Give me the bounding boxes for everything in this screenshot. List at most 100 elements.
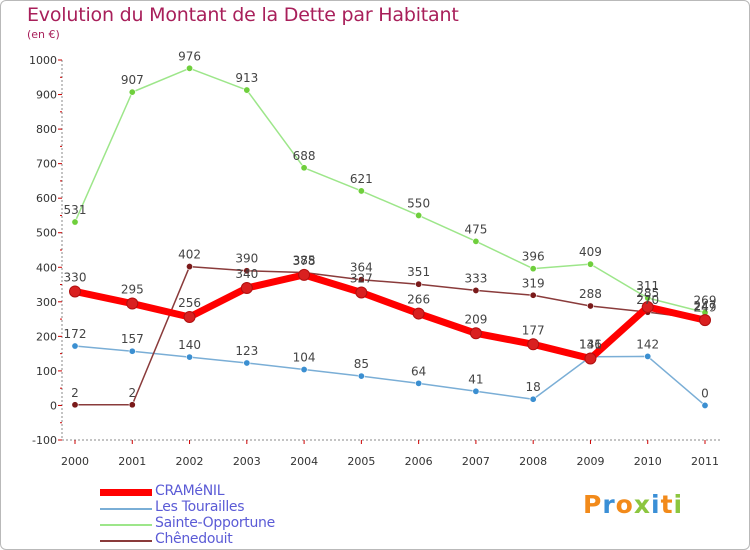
data-point <box>126 297 139 310</box>
data-point <box>469 327 482 340</box>
data-label: 409 <box>579 245 602 259</box>
data-point <box>243 86 251 94</box>
legend-swatch <box>100 540 152 542</box>
data-point <box>529 265 537 273</box>
data-point <box>357 276 365 284</box>
data-label: 311 <box>636 279 659 293</box>
y-tick-label: 600 <box>36 192 57 205</box>
data-point <box>71 401 79 409</box>
y-tick-label: 300 <box>36 296 57 309</box>
proxiti-logo: Proxiti <box>583 490 683 519</box>
data-label: 2 <box>128 386 136 400</box>
y-tick-label: 1000 <box>29 54 57 67</box>
data-label: 2 <box>71 386 79 400</box>
axes: -100 0 100 200 300 400 500 600 700 800 900 1000 2000… <box>29 54 720 468</box>
data-point <box>243 359 251 367</box>
data-label: 247 <box>694 299 717 313</box>
data-label: 136 <box>579 337 602 351</box>
y-tick-label: 100 <box>36 365 57 378</box>
data-point <box>186 353 194 361</box>
y-tick-label: 800 <box>36 123 57 136</box>
legend-swatch <box>100 508 152 510</box>
data-label: 531 <box>64 203 87 217</box>
data-label: 351 <box>407 265 430 279</box>
data-point <box>472 387 480 395</box>
series-line <box>74 265 706 406</box>
data-label: 976 <box>178 49 201 63</box>
x-tick-label: 2006 <box>405 455 433 468</box>
legend-label: CRAMéNIL <box>155 483 225 499</box>
x-tick-label: 2010 <box>634 455 662 468</box>
chart-unit-label: (en €) <box>27 28 60 41</box>
data-point <box>128 347 136 355</box>
logo-letter: P <box>583 490 603 519</box>
data-point <box>69 285 81 298</box>
data-label: 333 <box>464 271 487 285</box>
data-label: 249 <box>694 300 717 314</box>
x-tick-label: 2009 <box>576 455 604 468</box>
data-point <box>529 291 537 299</box>
data-label: 390 <box>235 252 258 266</box>
data-label: 340 <box>235 267 258 281</box>
data-label: 177 <box>522 323 545 337</box>
data-label: 0 <box>701 386 709 400</box>
data-label: 550 <box>407 196 430 210</box>
legend-item: Chênedouit <box>100 531 360 548</box>
data-point <box>71 342 79 350</box>
data-label: 621 <box>350 172 373 186</box>
x-tick-label: 2002 <box>176 455 204 468</box>
data-label: 123 <box>235 344 258 358</box>
x-tick-label: 2000 <box>61 455 89 468</box>
data-label: 364 <box>350 261 373 275</box>
data-point <box>186 64 194 72</box>
x-tick-label: 2007 <box>462 455 490 468</box>
series-2 <box>71 64 709 317</box>
data-label: 330 <box>64 270 87 284</box>
data-point <box>415 379 423 387</box>
data-label: 104 <box>293 351 316 365</box>
data-label: 172 <box>64 327 87 341</box>
y-tick-label: 700 <box>36 158 57 171</box>
data-label: 285 <box>636 286 659 300</box>
y-tick-label: -100 <box>32 434 57 447</box>
data-point <box>300 164 308 172</box>
x-tick-label: 2005 <box>347 455 375 468</box>
y-tick-label: 500 <box>36 227 57 240</box>
data-label: 266 <box>407 293 430 307</box>
data-point <box>243 267 251 275</box>
data-point <box>699 314 711 327</box>
data-point <box>415 211 423 219</box>
data-point <box>357 187 365 195</box>
data-label: 41 <box>468 372 483 386</box>
data-label: 319 <box>522 276 545 290</box>
y-tick-label: 900 <box>36 89 57 102</box>
data-point <box>584 352 597 365</box>
data-point <box>586 302 594 310</box>
logo-letter: r <box>602 490 616 519</box>
data-point <box>71 218 79 226</box>
data-point <box>586 260 594 268</box>
data-point <box>412 307 425 320</box>
data-point <box>355 286 368 299</box>
legend-swatch <box>100 524 152 526</box>
series-line <box>74 345 706 407</box>
data-label: 402 <box>178 248 201 262</box>
data-label: 64 <box>411 364 426 378</box>
legend-item: Sainte-Opportune <box>100 515 360 532</box>
x-tick-label: 2008 <box>519 455 547 468</box>
data-label: 269 <box>694 294 717 308</box>
logo-letter: x <box>633 490 651 519</box>
data-point <box>128 88 136 96</box>
data-label: 142 <box>636 337 659 351</box>
x-tick-label: 2004 <box>290 455 318 468</box>
data-label: 270 <box>636 293 659 307</box>
chart-title: Evolution du Montant de la Dette par Hab… <box>27 4 459 26</box>
legend-swatch <box>100 489 152 496</box>
legend-label: Chênedouit <box>155 531 233 547</box>
data-point <box>527 338 540 351</box>
data-label: 157 <box>121 332 144 346</box>
data-point <box>186 263 194 271</box>
logo-letter: i <box>651 490 661 519</box>
